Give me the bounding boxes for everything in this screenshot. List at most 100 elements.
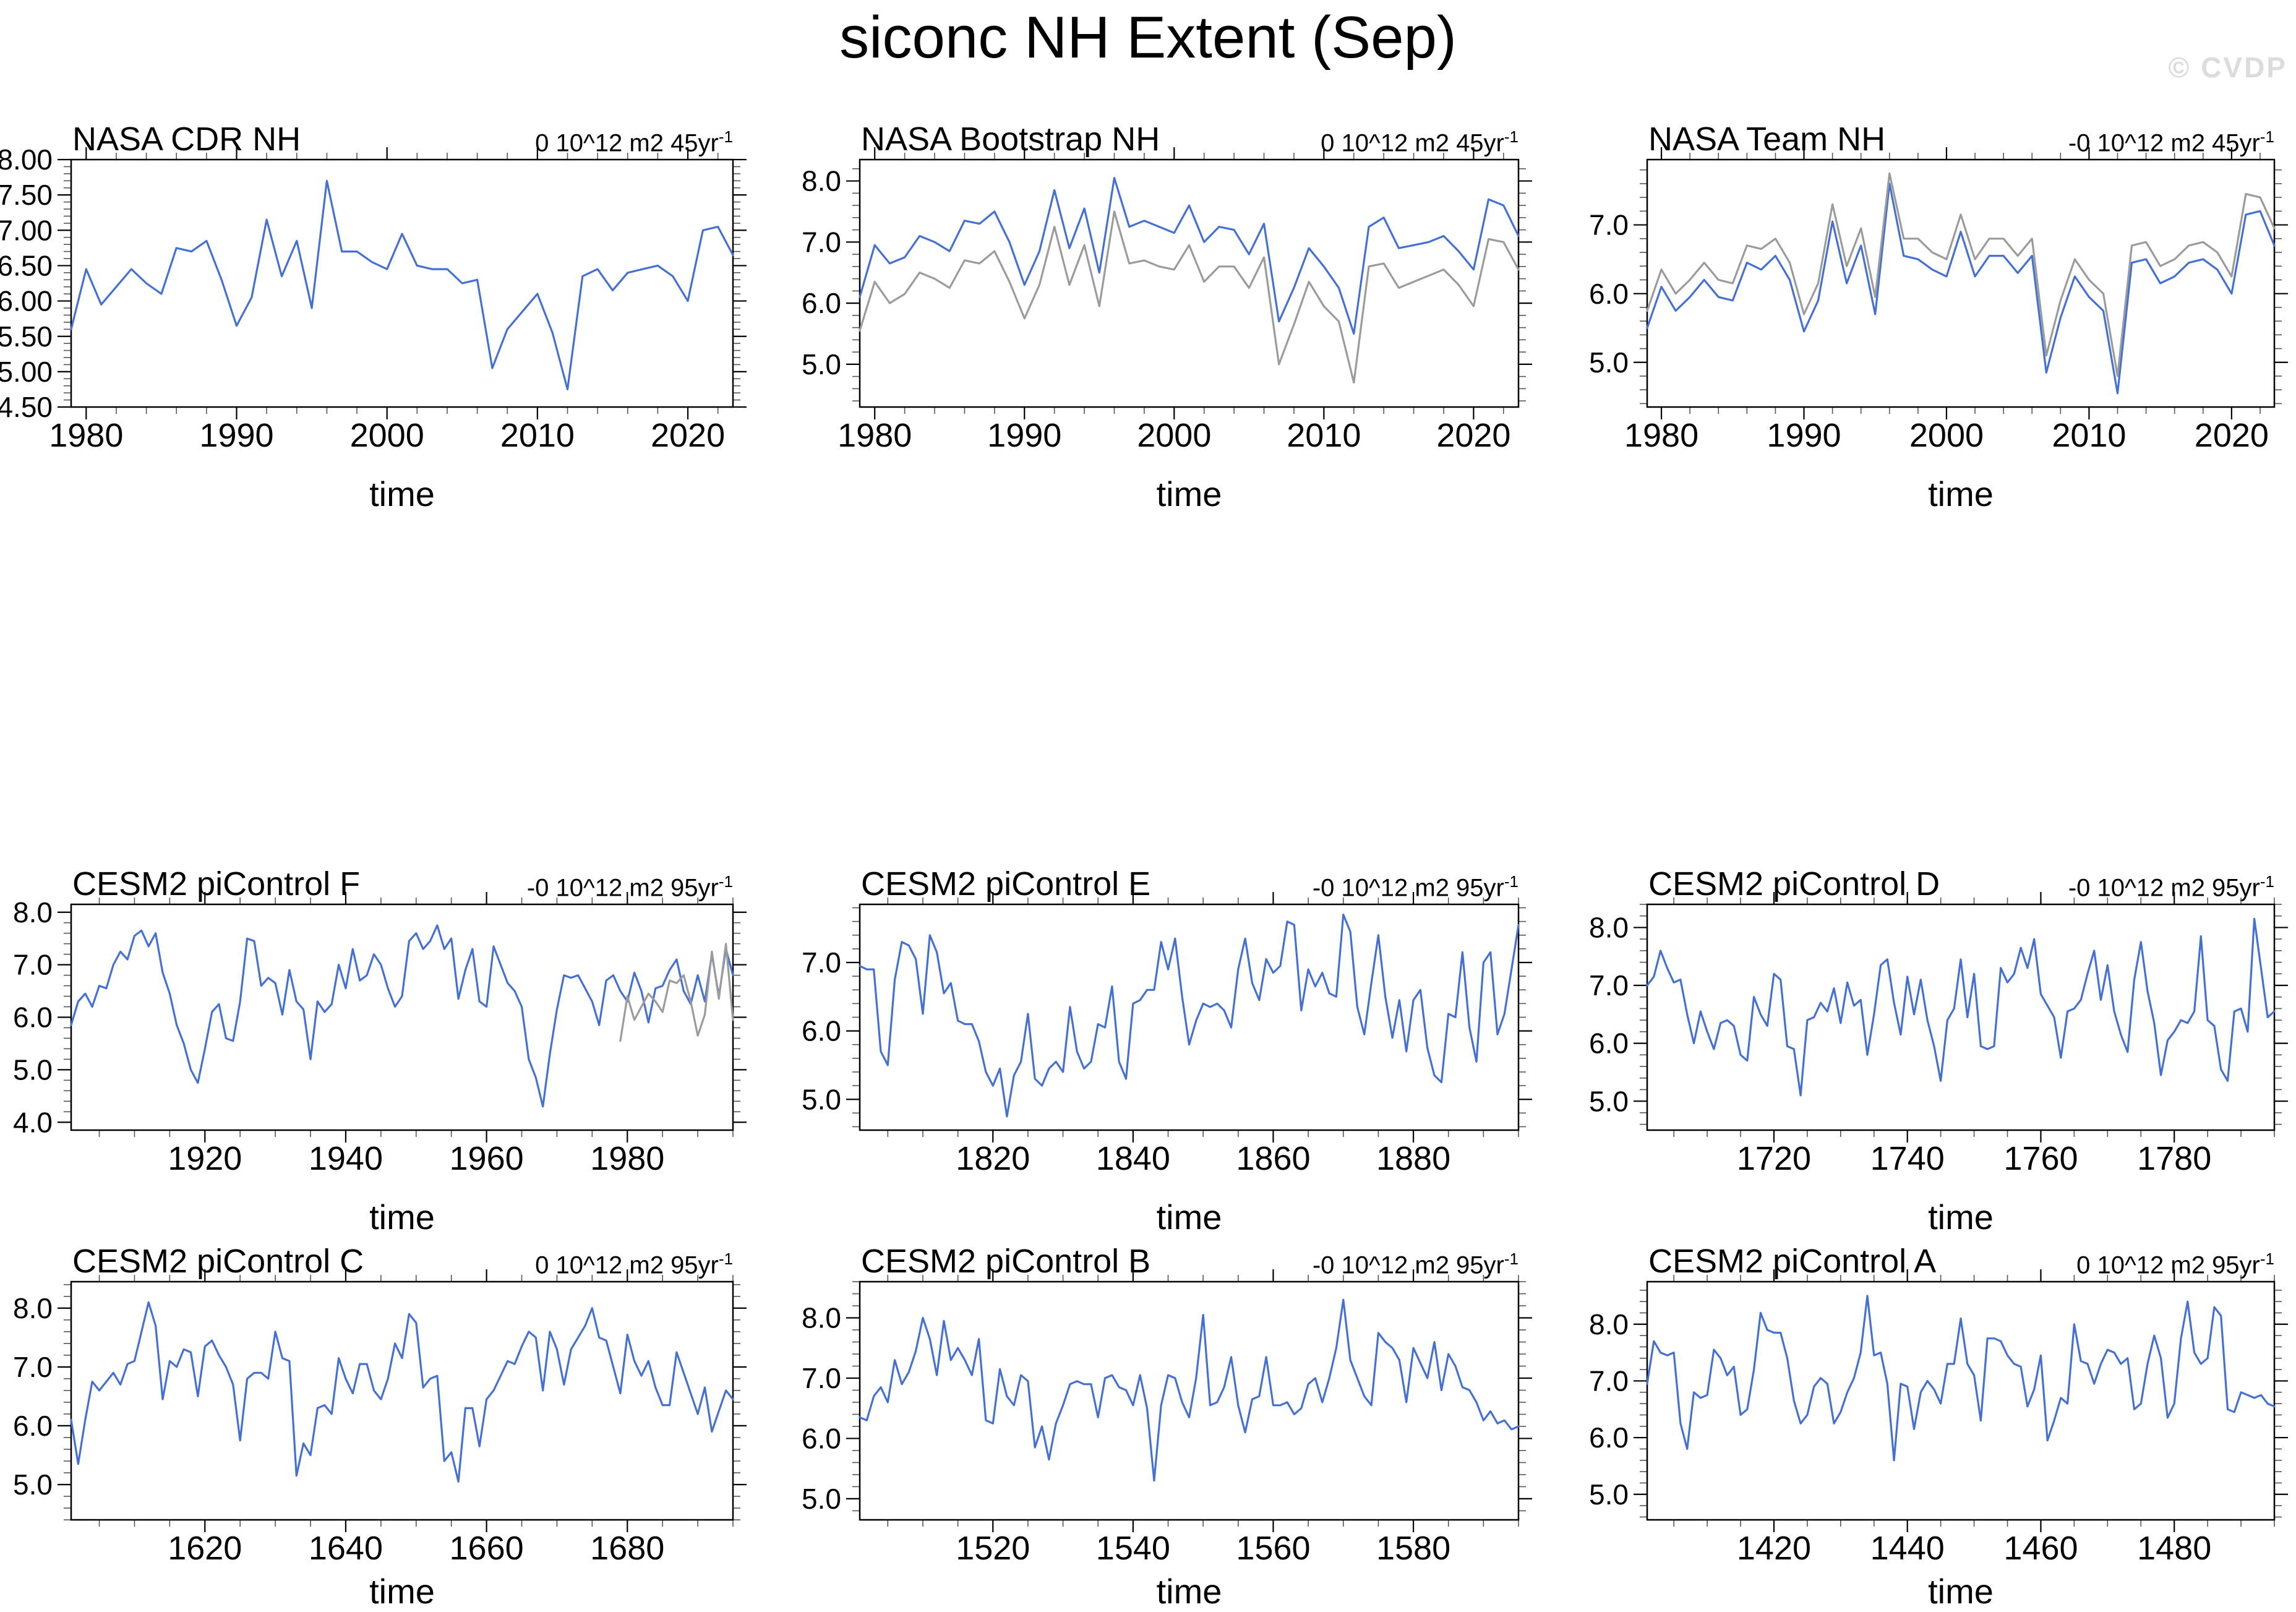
svg-text:4.0: 4.0 [13, 1106, 53, 1138]
svg-text:1980: 1980 [837, 417, 912, 454]
units-exponent: -1 [1504, 127, 1519, 146]
plot-area: 1620 1640 1660 1680 8.0 7.0 6.0 5.0 [13, 1269, 747, 1567]
svg-text:1680: 1680 [590, 1530, 664, 1567]
svg-text:5.0: 5.0 [1589, 346, 1629, 379]
svg-text:1640: 1640 [309, 1530, 383, 1567]
svg-text:5.0: 5.0 [13, 1468, 53, 1501]
svg-text:1990: 1990 [987, 417, 1061, 454]
svg-text:1580: 1580 [1376, 1530, 1450, 1567]
page-title: siconc NH Extent (Sep) [839, 4, 1457, 71]
panel-title: NASA Bootstrap NH [861, 121, 1160, 158]
plot-area: 1420 1440 1460 1480 8.0 7.0 6.0 5.0 [1589, 1269, 2288, 1567]
svg-text:6.0: 6.0 [13, 1001, 53, 1034]
svg-text:1980: 1980 [49, 417, 123, 454]
svg-text:6.0: 6.0 [802, 287, 841, 319]
panel-title: CESM2 piControl C [72, 1243, 364, 1280]
svg-text:2020: 2020 [2195, 417, 2269, 454]
panel-units: -0 10^12 m2 95yr-1 [527, 872, 733, 902]
x-axis-label: time [369, 1572, 435, 1611]
panel-cesm2-picontrol-c: CESM2 piControl C 0 10^12 m2 95yr-1 1620… [0, 1241, 755, 1612]
svg-text:1860: 1860 [1236, 1140, 1310, 1177]
svg-text:4.50: 4.50 [0, 391, 53, 423]
panel-title: NASA CDR NH [72, 121, 301, 158]
units-exponent: -1 [718, 1250, 733, 1268]
svg-text:2020: 2020 [1436, 417, 1510, 454]
svg-text:2010: 2010 [2052, 417, 2126, 454]
svg-text:7.0: 7.0 [1589, 969, 1629, 1001]
svg-text:7.0: 7.0 [13, 949, 53, 981]
svg-text:1980: 1980 [590, 1140, 664, 1177]
svg-text:6.0: 6.0 [802, 1015, 841, 1047]
svg-text:7.0: 7.0 [802, 946, 841, 979]
x-axis-label: time [1928, 1198, 1994, 1237]
plot-area: 1920 1940 1960 1980 8.0 7.0 6.0 5.0 4.0 [13, 892, 747, 1177]
svg-text:8.0: 8.0 [13, 896, 53, 928]
x-axis-label: time [369, 474, 435, 513]
plot-area: 1820 1840 1860 1880 7.0 6.0 5.0 [802, 892, 1532, 1177]
units-exponent: -1 [718, 872, 733, 891]
panel-title: CESM2 piControl F [72, 865, 361, 902]
panel-units: -0 10^12 m2 45yr-1 [2068, 127, 2274, 157]
svg-text:5.0: 5.0 [13, 1053, 53, 1086]
svg-text:1620: 1620 [168, 1530, 242, 1567]
panel-title: CESM2 piControl B [861, 1243, 1151, 1280]
cvdp-watermark: © CVDP [2168, 51, 2287, 84]
svg-text:7.0: 7.0 [13, 1351, 53, 1383]
panel-title: CESM2 piControl A [1648, 1243, 1937, 1280]
svg-text:1920: 1920 [168, 1140, 242, 1177]
svg-text:6.0: 6.0 [13, 1410, 53, 1442]
svg-text:1780: 1780 [2137, 1140, 2211, 1177]
svg-text:8.0: 8.0 [802, 165, 841, 197]
svg-text:1980: 1980 [1624, 417, 1698, 454]
svg-text:1880: 1880 [1376, 1140, 1450, 1177]
svg-text:5.0: 5.0 [802, 1083, 841, 1115]
units-text: -0 10^12 m2 95yr [1312, 874, 1504, 902]
units-exponent: -1 [2260, 1250, 2274, 1268]
panel-cesm2-picontrol-e: CESM2 piControl E -0 10^12 m2 95yr-1 182… [789, 864, 1540, 1241]
svg-text:1540: 1540 [1096, 1530, 1170, 1567]
svg-text:5.0: 5.0 [1589, 1478, 1629, 1511]
panel-nasa-cdr-nh: NASA CDR NH 0 10^12 m2 45yr-1 1980 1990 20… [0, 119, 755, 515]
svg-text:1660: 1660 [450, 1530, 524, 1567]
svg-text:1440: 1440 [1870, 1530, 1945, 1567]
panel-cesm2-picontrol-d: CESM2 piControl D -0 10^12 m2 95yr-1 172… [1576, 864, 2296, 1241]
units-text: 0 10^12 m2 95yr [2076, 1251, 2260, 1279]
svg-text:1560: 1560 [1236, 1530, 1310, 1567]
panel-title: NASA Team NH [1648, 121, 1886, 158]
panel-cesm2-picontrol-b: CESM2 piControl B -0 10^12 m2 95yr-1 152… [789, 1241, 1540, 1612]
svg-text:7.0: 7.0 [802, 226, 841, 258]
svg-text:2000: 2000 [350, 417, 424, 454]
svg-text:6.00: 6.00 [0, 285, 53, 317]
svg-text:6.0: 6.0 [1589, 1421, 1629, 1454]
svg-text:1480: 1480 [2137, 1530, 2211, 1567]
plot-area: 1720 1740 1760 1780 8.0 7.0 6.0 5.0 [1589, 892, 2288, 1177]
units-exponent: -1 [2260, 127, 2274, 146]
svg-text:2010: 2010 [500, 417, 575, 454]
svg-text:7.0: 7.0 [1589, 209, 1629, 241]
svg-text:1760: 1760 [2003, 1140, 2078, 1177]
svg-text:5.0: 5.0 [1589, 1085, 1629, 1117]
svg-text:1820: 1820 [956, 1140, 1030, 1177]
x-axis-label: time [1156, 1572, 1222, 1611]
plot-area: 1980 1990 2000 2010 2020 8.0 7.0 6.0 5.0 [802, 147, 1532, 454]
units-exponent: -1 [1504, 1250, 1519, 1268]
x-axis-label: time [1928, 1572, 1994, 1611]
svg-text:8.0: 8.0 [13, 1292, 53, 1324]
panel-units: 0 10^12 m2 95yr-1 [2076, 1250, 2274, 1279]
svg-text:1840: 1840 [1096, 1140, 1170, 1177]
svg-text:6.0: 6.0 [1589, 1027, 1629, 1060]
panel-cesm2-picontrol-a: CESM2 piControl A 0 10^12 m2 95yr-1 1420… [1576, 1241, 2296, 1612]
svg-text:1740: 1740 [1870, 1140, 1945, 1177]
units-text: -0 10^12 m2 95yr [2068, 874, 2260, 902]
svg-text:1460: 1460 [2003, 1530, 2078, 1567]
x-axis-label: time [1156, 474, 1222, 513]
units-text: -0 10^12 m2 45yr [2068, 129, 2260, 157]
svg-text:8.0: 8.0 [1589, 912, 1629, 944]
svg-text:1520: 1520 [956, 1530, 1030, 1567]
panel-title: CESM2 piControl D [1648, 865, 1940, 902]
panel-cesm2-picontrol-f: CESM2 piControl F -0 10^12 m2 95yr-1 192… [0, 864, 755, 1241]
plot-area: 1980 1990 2000 2010 2020 7.0 6.0 5.0 [1589, 147, 2288, 454]
svg-text:8.0: 8.0 [802, 1302, 841, 1334]
plot-area: 1980 1990 2000 2010 2020 8.007.507.00 6.506.00… [0, 144, 747, 454]
svg-text:8.0: 8.0 [1589, 1308, 1629, 1340]
